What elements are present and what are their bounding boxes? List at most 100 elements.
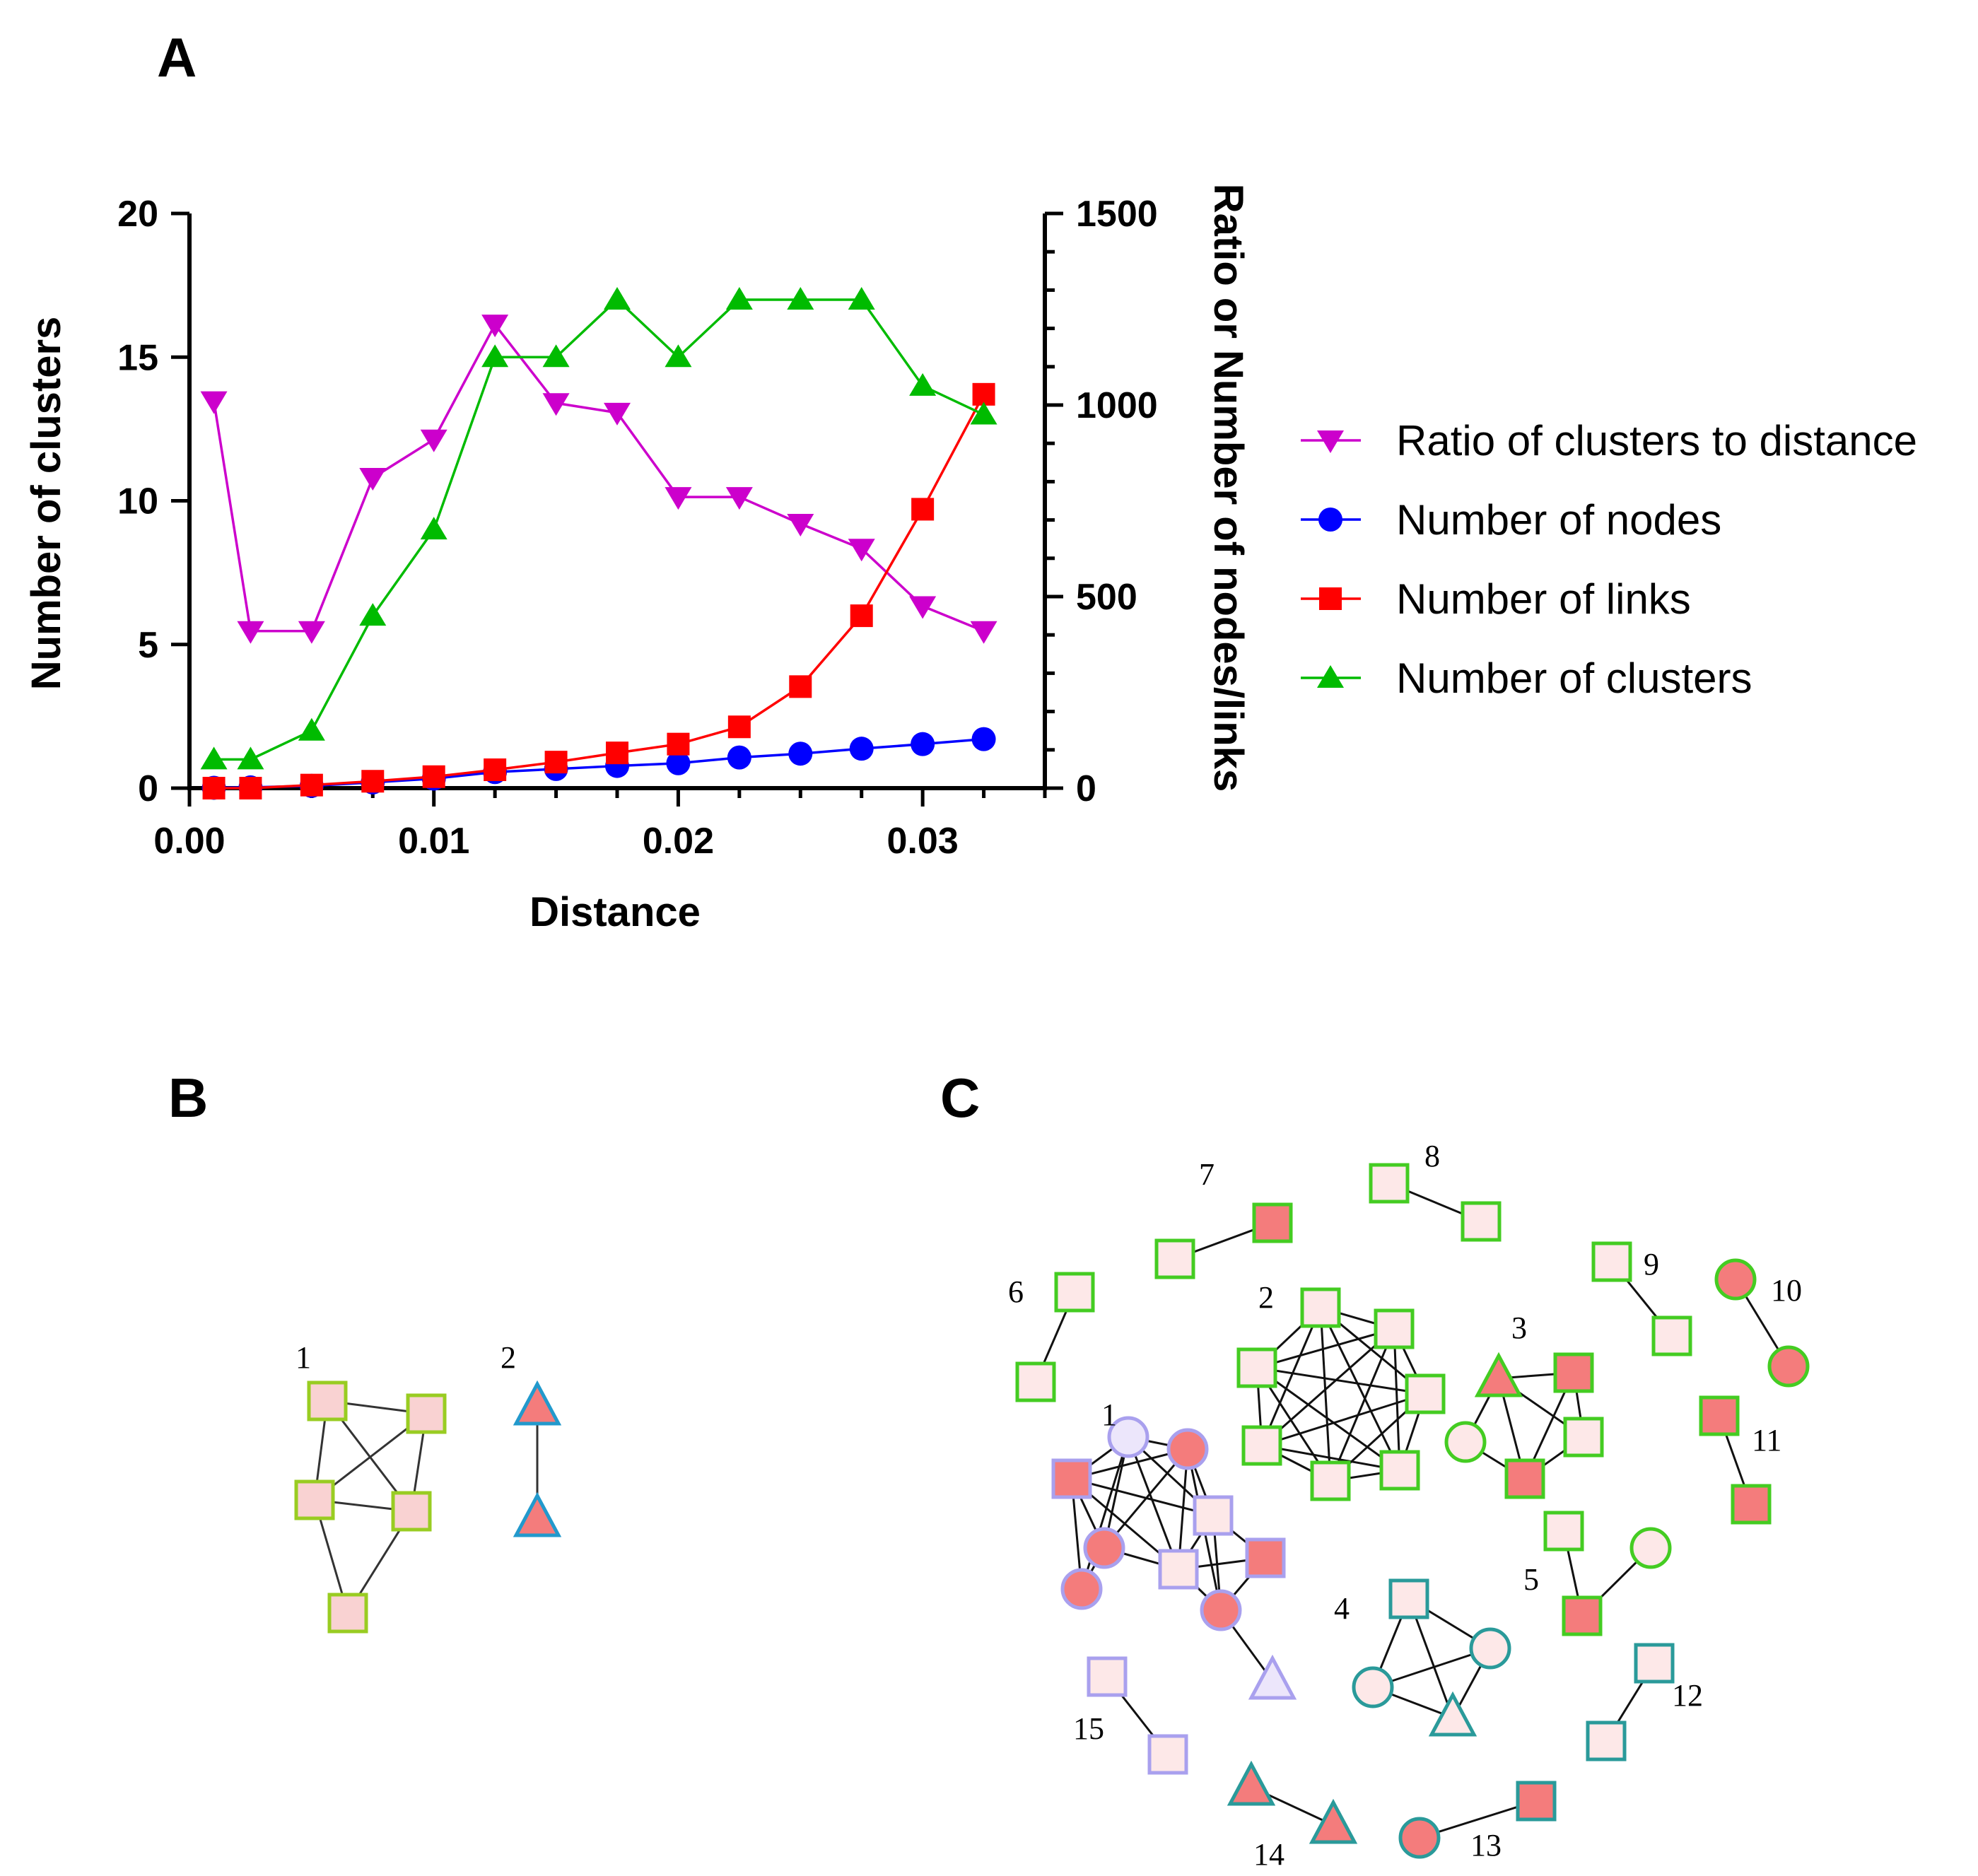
data-point <box>667 732 690 756</box>
edge <box>1256 1366 1400 1472</box>
data-point <box>725 487 753 510</box>
right-y-axis-label: Ratio or Number of nodes/links <box>1205 184 1251 792</box>
square-node <box>1586 1720 1627 1761</box>
edge <box>1319 1307 1332 1482</box>
cluster-label: 1 <box>295 1340 311 1375</box>
left-y-axis-label: Number of clusters <box>23 317 69 691</box>
data-point <box>665 487 692 510</box>
square-node <box>1562 1595 1603 1636</box>
data-point <box>850 604 873 628</box>
circle-node <box>1083 1527 1125 1569</box>
square-node <box>1504 1458 1545 1499</box>
square-node <box>1310 1460 1351 1501</box>
line-chart: 0.00 0.01 0.02 0.03 0 5 10 15 20 0 500 1000 1500 D… <box>23 184 1917 935</box>
data-point <box>298 621 325 644</box>
data-point <box>666 751 691 775</box>
triangle-node <box>1474 1352 1523 1397</box>
square-node <box>1374 1308 1415 1349</box>
legend-label: Number of links <box>1396 575 1691 623</box>
cluster-label: 2 <box>501 1340 516 1375</box>
data-point <box>848 286 875 310</box>
edge <box>1071 1477 1214 1517</box>
triangle-node <box>513 1380 562 1426</box>
right-y-axis-ticks: 0 500 1000 1500 <box>1045 194 1158 809</box>
data-point <box>727 715 751 739</box>
right-y-tick-label: 1000 <box>1076 385 1158 426</box>
series-line <box>213 394 985 790</box>
x-tick-label: 0.00 <box>153 821 225 862</box>
data-point <box>200 746 228 770</box>
data-point <box>849 737 874 761</box>
series-0 <box>200 315 997 644</box>
network-c-nodes <box>1015 1163 1810 1859</box>
square-node <box>1252 1202 1293 1243</box>
legend-item: Number of links <box>1301 575 1691 623</box>
legend-label: Number of clusters <box>1396 655 1752 702</box>
data-point <box>789 675 812 698</box>
square-node <box>1241 1425 1282 1466</box>
edge <box>1319 1307 1401 1471</box>
edge <box>1127 1436 1180 1570</box>
legend-item: Ratio of clusters to distance <box>1301 417 1917 464</box>
triangle-node <box>1227 1760 1276 1806</box>
edge <box>1080 1436 1130 1590</box>
circle-node <box>1444 1421 1487 1463</box>
cluster-label: 6 <box>1008 1274 1024 1309</box>
legend-marker <box>1317 430 1344 453</box>
cluster-label: 10 <box>1771 1273 1802 1308</box>
data-point <box>909 596 937 619</box>
chart-legend: Ratio of clusters to distance Number of n… <box>1301 417 1917 702</box>
right-y-tick-label: 1500 <box>1076 194 1158 235</box>
right-y-tick-label: 500 <box>1076 577 1137 618</box>
square-node <box>1015 1361 1056 1402</box>
square-node <box>1553 1352 1594 1393</box>
square-node <box>406 1393 447 1434</box>
cluster-label: 15 <box>1073 1711 1104 1746</box>
circle-node <box>1714 1258 1757 1301</box>
data-point <box>787 514 814 537</box>
data-point <box>725 286 753 310</box>
edge <box>1261 1327 1395 1447</box>
cluster-label: 1 <box>1101 1397 1117 1432</box>
square-node <box>1154 1238 1195 1279</box>
edge <box>1260 1307 1322 1446</box>
data-point <box>298 717 325 741</box>
square-node <box>1087 1656 1128 1697</box>
data-point <box>788 741 813 766</box>
data-point <box>727 745 751 770</box>
circle-node <box>1107 1416 1149 1458</box>
data-point <box>361 770 385 793</box>
data-point <box>420 517 447 540</box>
panel-letter-b: B <box>168 1067 208 1129</box>
legend-item: Number of clusters <box>1301 655 1752 702</box>
network-b-labels: 1 2 <box>295 1340 516 1375</box>
left-y-tick-label: 0 <box>138 768 158 809</box>
data-point <box>422 765 445 788</box>
square-node <box>327 1593 368 1634</box>
edge <box>1261 1444 1400 1472</box>
data-point <box>481 315 509 338</box>
data-point <box>237 746 264 770</box>
square-node <box>1236 1347 1277 1388</box>
legend-marker <box>1318 508 1342 532</box>
data-point <box>606 741 628 765</box>
data-point <box>202 777 226 799</box>
data-point <box>542 344 570 368</box>
circle-node <box>1469 1627 1511 1670</box>
circle-node <box>1200 1589 1242 1631</box>
x-tick-label: 0.03 <box>887 821 959 862</box>
data-point <box>420 429 447 452</box>
legend-marker <box>1317 665 1344 688</box>
data-point <box>239 777 262 799</box>
series-layer <box>200 286 997 800</box>
data-point <box>970 621 997 644</box>
square-node <box>307 1380 348 1421</box>
square-node <box>1563 1417 1604 1458</box>
panel-letter-a: A <box>157 26 197 88</box>
triangle-node <box>1248 1654 1297 1700</box>
cluster-label: 12 <box>1672 1678 1703 1713</box>
cluster-label: 4 <box>1334 1591 1350 1626</box>
series-3 <box>200 286 997 770</box>
edge <box>1393 1328 1401 1471</box>
